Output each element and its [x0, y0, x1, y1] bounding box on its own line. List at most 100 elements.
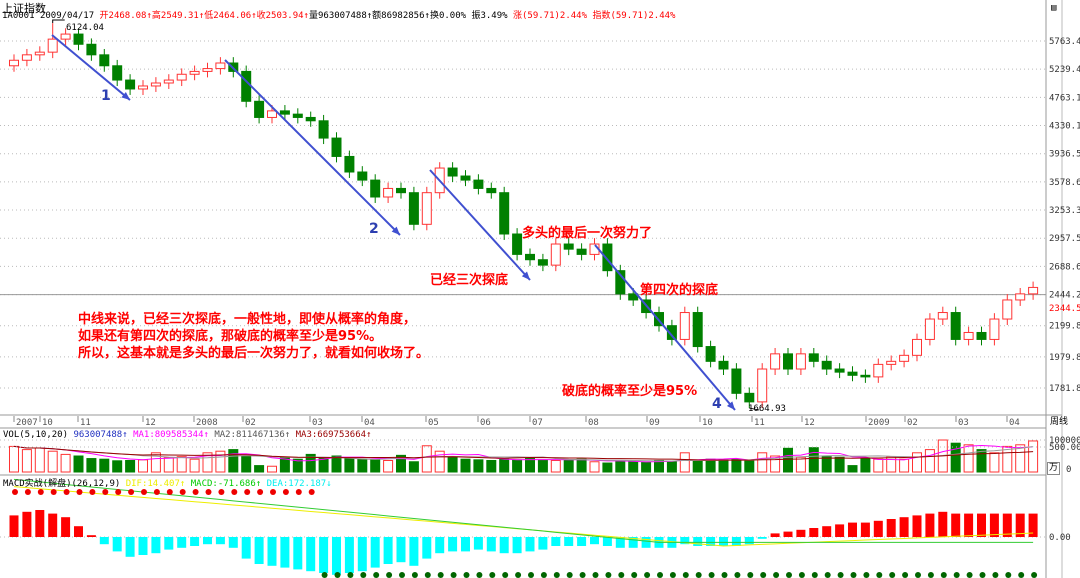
volume-bar — [125, 459, 136, 473]
open: 开2468.08↑ — [99, 11, 152, 21]
wave-label-4: 4 — [712, 396, 722, 412]
signal-dot — [1005, 572, 1012, 578]
macd-bar — [602, 537, 612, 546]
volume-bar — [834, 456, 845, 473]
macd-bar — [499, 537, 509, 554]
macd-bar — [280, 537, 290, 568]
signal-dot — [592, 572, 599, 578]
volume-bar — [744, 460, 755, 473]
macd-bar — [267, 537, 277, 566]
volume-bar — [150, 452, 161, 473]
date-tick-label: 04 — [1009, 418, 1020, 428]
signal-dot — [218, 489, 225, 495]
candle-body — [1028, 286, 1039, 295]
candle-body — [499, 192, 510, 235]
macd-bar — [9, 515, 19, 537]
volume-bar — [537, 459, 548, 473]
macd-bar — [228, 537, 238, 548]
volume-ma-line — [13, 445, 1034, 462]
macd-bar — [551, 537, 561, 546]
candle-body — [821, 360, 832, 370]
turnover: 换0.00% — [429, 11, 467, 21]
volume-bar — [383, 459, 394, 473]
volume-tick-label: 0 — [1066, 465, 1071, 475]
macd-bar — [770, 533, 780, 537]
signal-dot — [450, 572, 457, 578]
macd-bar — [796, 529, 806, 537]
signal-dot — [824, 572, 831, 578]
macd-bar — [293, 537, 303, 570]
low: 低2464.06↑ — [204, 11, 257, 21]
macd-bar — [35, 510, 45, 537]
candle-body — [383, 187, 394, 198]
signal-dot — [760, 572, 767, 578]
signal-dot — [386, 572, 393, 578]
volume-bar — [989, 452, 1000, 473]
signal-dot — [773, 572, 780, 578]
macd-bar — [1002, 513, 1012, 537]
candle-body — [899, 354, 910, 362]
macd-bar — [112, 537, 122, 552]
signal-dot — [553, 572, 560, 578]
signal-dot — [747, 572, 754, 578]
volume-bar — [924, 449, 935, 473]
macd-bar — [744, 537, 754, 545]
price-tick-label: 2199.8 — [1049, 322, 1080, 332]
signal-dot — [282, 489, 289, 495]
volume-bar — [808, 447, 819, 473]
candle-body — [241, 70, 252, 102]
signal-dot — [915, 572, 921, 578]
macd-bar — [525, 537, 535, 552]
signal-dot — [786, 572, 792, 578]
volume-bar — [202, 452, 213, 473]
arrow-head — [121, 92, 130, 100]
macd-bar — [951, 513, 961, 537]
calendar-icon[interactable]: ▤ — [1051, 3, 1057, 13]
amount: 额86982856↑ — [372, 11, 430, 21]
signal-dot — [979, 572, 986, 578]
signal-dot — [927, 572, 934, 578]
ohlc-info-bar: 1A0001 2009/04/17 开2468.08↑高2549.31↑低246… — [2, 11, 675, 22]
macd-bar — [74, 526, 83, 537]
date-tick-label: 11 — [80, 418, 91, 428]
volume-bar — [641, 461, 652, 473]
candle-body — [486, 187, 497, 194]
candle-body — [447, 167, 458, 177]
volume-bar — [615, 459, 626, 473]
candle-body — [847, 371, 858, 376]
candle-body — [370, 179, 381, 198]
volume-bar — [886, 456, 897, 473]
volume-bar — [899, 458, 910, 473]
code: 1A0001 — [2, 11, 35, 21]
macd-bar — [757, 537, 767, 539]
volume-bar — [731, 458, 742, 473]
macd-bar — [86, 535, 96, 537]
signal-dot — [89, 489, 96, 495]
macd-bar — [719, 537, 728, 546]
macd-bar — [538, 537, 548, 550]
period-label[interactable]: 周线 — [1050, 417, 1069, 427]
candle-body — [460, 175, 471, 181]
macd-bar — [886, 519, 896, 537]
volume-bar — [357, 458, 368, 473]
macd-bar — [306, 537, 316, 572]
annotation-fourth-bottom: 第四次的探底 — [640, 283, 719, 298]
volume-bar — [976, 449, 987, 473]
price-tick-label: 4763.1 — [1049, 93, 1080, 103]
trend-arrow — [224, 59, 401, 236]
volume-bar — [331, 455, 342, 473]
candle-body — [692, 312, 703, 348]
candle-body — [138, 85, 148, 90]
date-tick-label: 2007 — [16, 418, 38, 428]
candle-body — [267, 110, 277, 118]
candle-body — [215, 62, 226, 70]
macd-bar — [164, 537, 174, 550]
signal-dot — [76, 489, 83, 495]
candle-body — [86, 43, 97, 56]
volume-bar — [434, 450, 445, 473]
candle-body — [112, 65, 123, 81]
macd-bar — [22, 511, 32, 537]
candle-body — [937, 312, 948, 320]
high-label: 6124.04 — [66, 23, 104, 33]
date-tick-label: 12 — [804, 418, 815, 428]
